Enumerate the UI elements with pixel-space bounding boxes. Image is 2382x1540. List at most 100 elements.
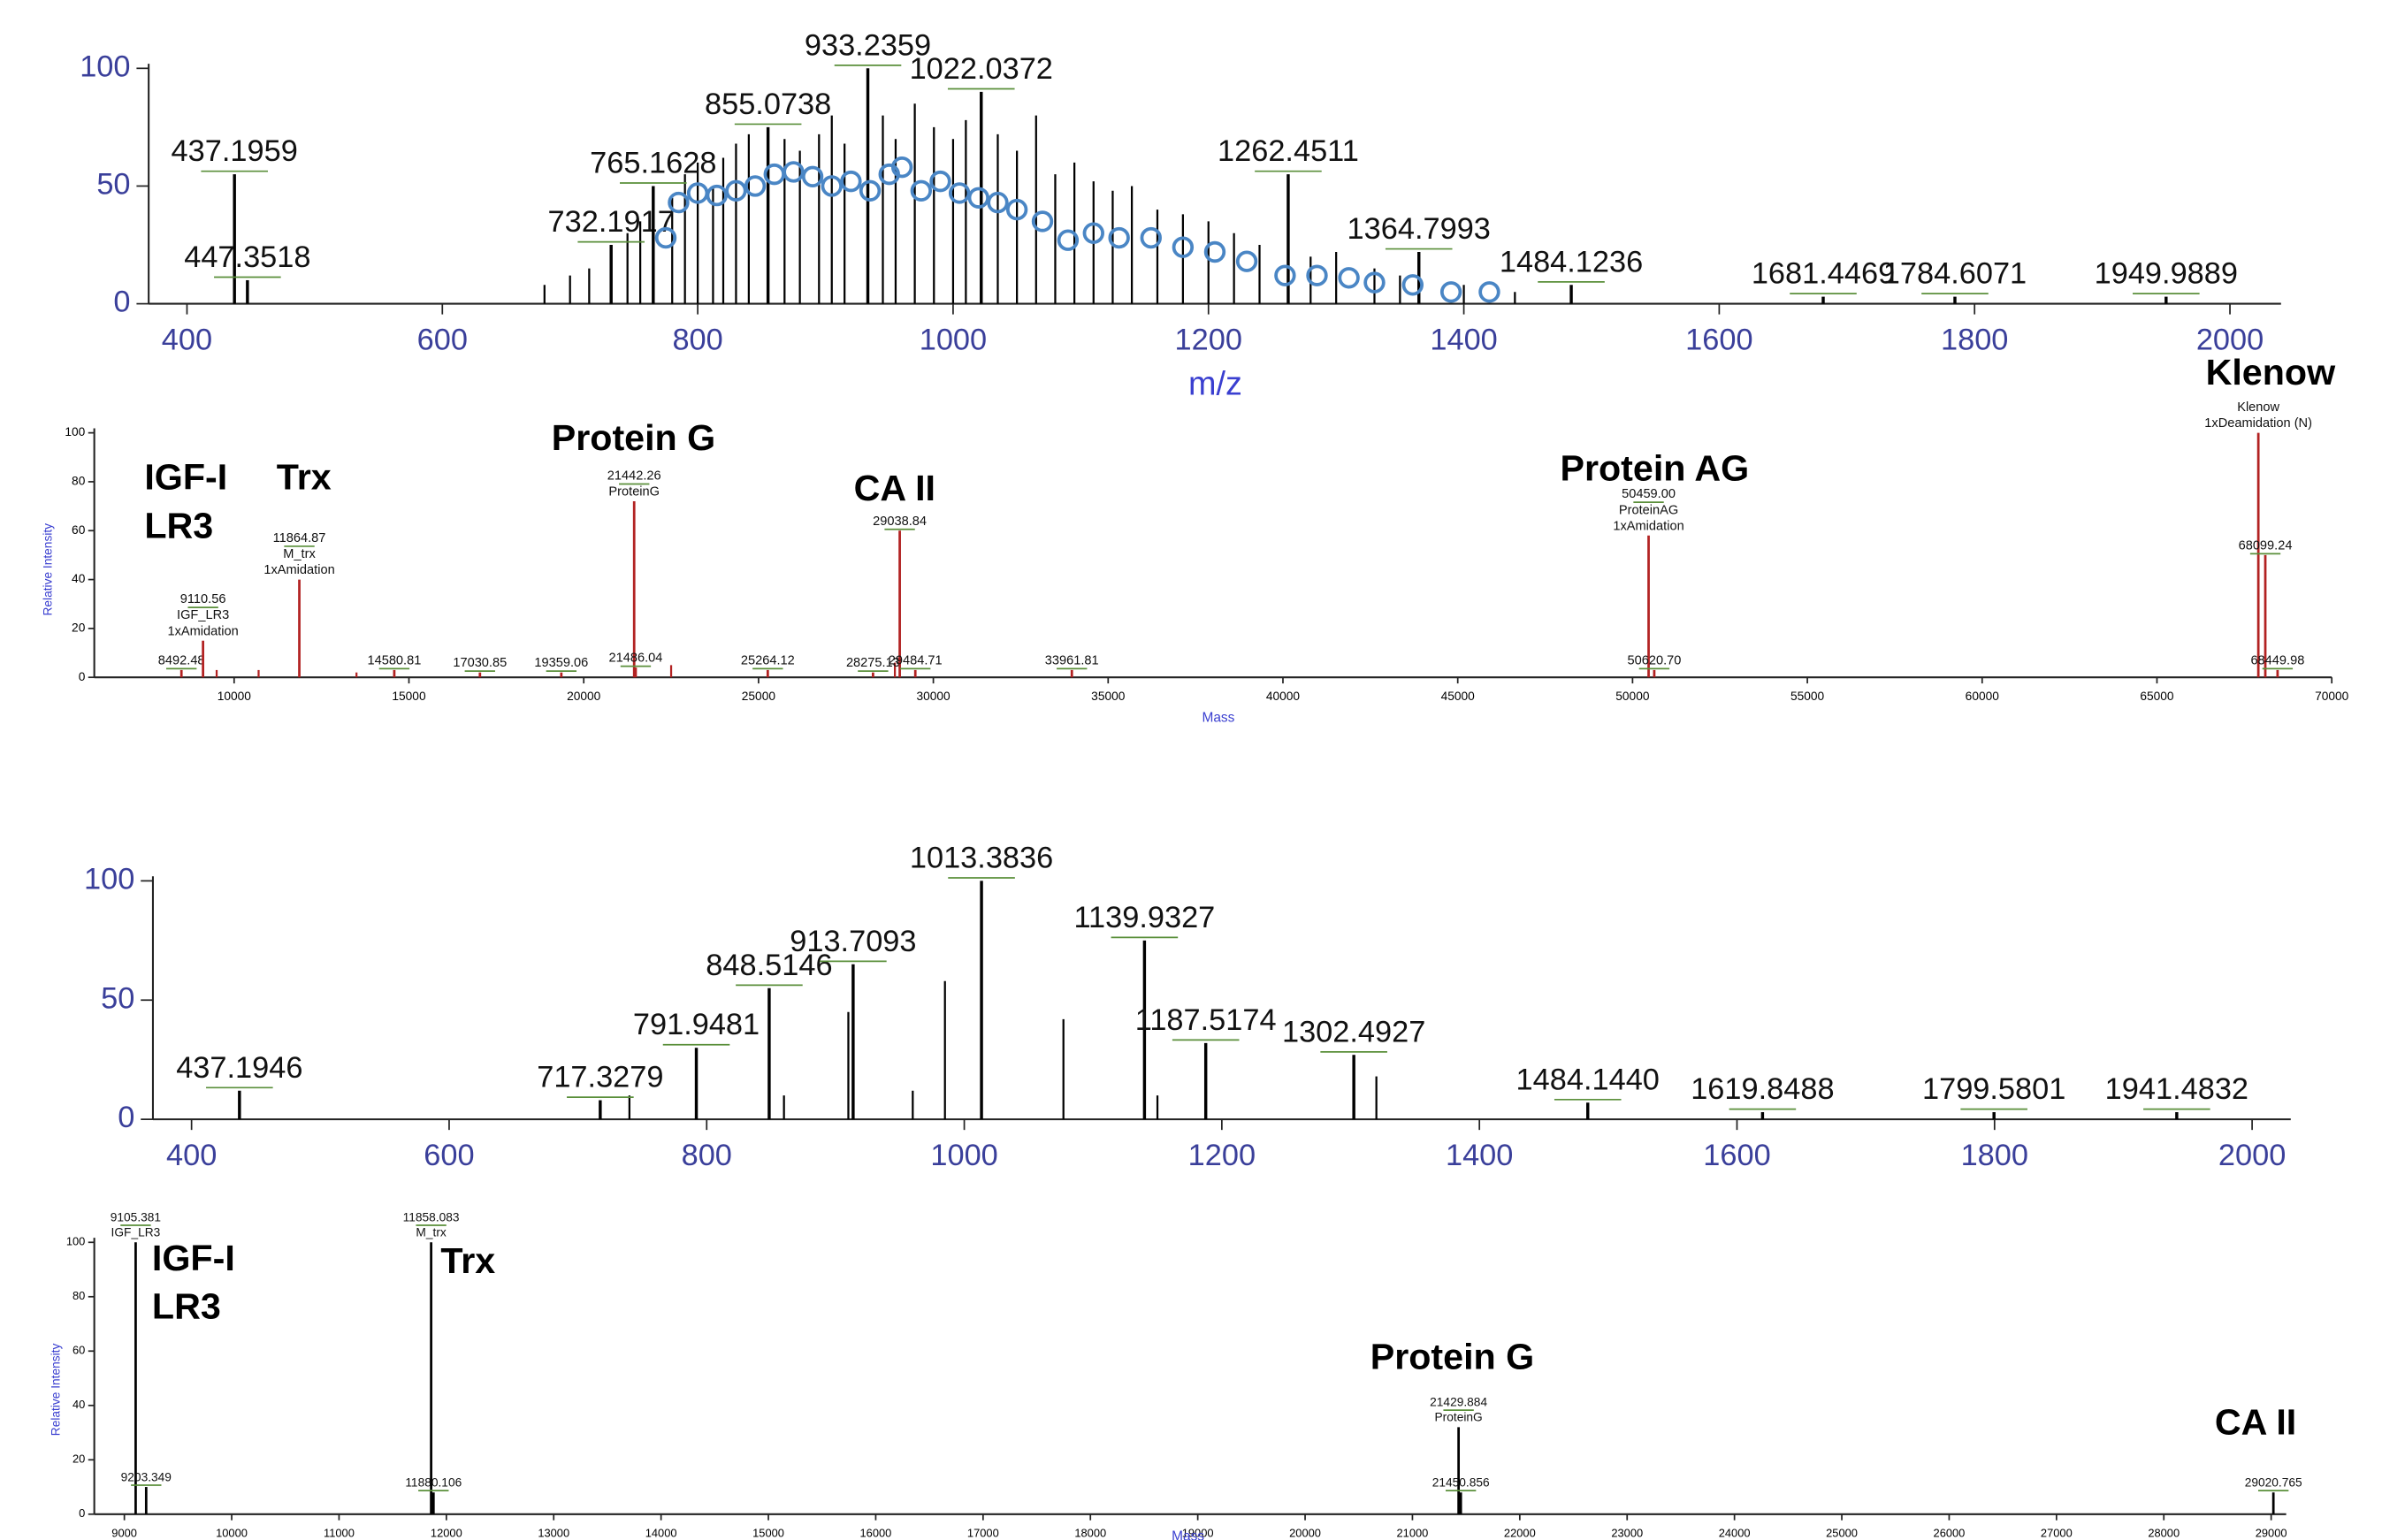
peak-name: Klenow [2237,400,2279,415]
peak-label: 1262.4511 [1218,134,1359,168]
peak-label: 1681.4469 [1752,257,1895,291]
peak-label: 21442.26 [607,469,661,484]
peak-name: ProteinG [608,485,660,499]
envelope-point [1401,274,1424,296]
peak-label: 19359.06 [534,656,588,670]
envelope-point [706,184,728,207]
peak-name: IGF_LR3 [177,608,229,622]
x-tick-label: 28000 [2148,1527,2180,1540]
peak-label: 1139.9327 [1073,901,1215,934]
envelope-point [821,175,843,197]
y-axis-label: Relative Intensity [49,1344,62,1437]
envelope-point [1057,229,1080,251]
annotation: Protein AG [1560,447,1749,488]
peak-label: 29020.765 [2245,1476,2302,1490]
peak-label: 11858.083 [403,1210,460,1224]
x-tick-label: 26000 [1934,1527,1966,1540]
y-tick-label: 20 [73,1452,85,1466]
x-tick-label: 13000 [538,1527,569,1540]
peak-label: 29484.71 [889,653,943,667]
envelope-point [948,182,971,204]
peak-label: 1941.4832 [2105,1072,2248,1106]
x-tick-label: 600 [424,1139,474,1172]
x-tick-label: 2000 [2196,324,2264,357]
envelope-point [987,191,1009,214]
envelope-point [1235,250,1258,272]
peak-name: M_trx [283,547,316,561]
x-tick-label: 70000 [2315,690,2349,703]
envelope-point [859,179,882,202]
annotation: Klenow [2206,352,2336,393]
x-tick-label: 50000 [1615,690,1650,703]
y-tick-label: 100 [80,50,130,83]
envelope-point [1203,240,1226,263]
peak-label: 33961.81 [1045,653,1099,667]
x-tick-label: 35000 [1091,690,1126,703]
x-tick-label: 21000 [1397,1527,1429,1540]
x-tick-label: 1800 [1961,1139,2028,1172]
y-tick-label: 40 [73,1398,85,1411]
y-tick-label: 20 [72,621,86,635]
x-tick-label: 22000 [1504,1527,1536,1540]
peak-label: 21429.884 [1430,1396,1487,1409]
x-tick-label: 15000 [392,690,426,703]
x-axis-label: Mass [1172,1529,1204,1540]
peak-label: 848.5146 [706,949,832,982]
envelope-point [929,170,951,193]
x-tick-label: 29000 [2256,1527,2287,1540]
annotation: Trx [277,457,332,498]
x-tick-label: 16000 [860,1527,892,1540]
annotation: IGF-I [144,457,227,498]
y-tick-label: 50 [101,981,134,1015]
x-tick-label: 2000 [2218,1139,2286,1172]
peak-label: 933.2359 [805,28,931,62]
x-tick-label: 10000 [216,1527,248,1540]
x-tick-label: 9000 [111,1527,137,1540]
envelope-point [840,170,862,193]
x-tick-label: 60000 [1966,690,2000,703]
annotation: LR3 [152,1286,221,1327]
x-tick-label: 27000 [2041,1527,2073,1540]
x-tick-label: 20000 [1289,1527,1321,1540]
peak-label: 1619.8488 [1691,1072,1834,1106]
peak-label: 1013.3836 [910,841,1053,874]
peak-label: 855.0738 [705,88,831,121]
peak-name: ProteinG [1435,1411,1483,1424]
peak-label: 1784.6071 [1883,257,2027,291]
envelope-point [1338,267,1360,289]
y-tick-label: 80 [72,475,86,488]
y-tick-label: 0 [118,1101,134,1134]
x-tick-label: 10000 [218,690,252,703]
peak-name: 1xAmidation [263,563,334,577]
x-tick-label: 40000 [1266,690,1301,703]
annotation: CA II [854,468,935,508]
peak-label: 68449.98 [2250,653,2304,667]
peak-label: 913.7093 [790,925,916,958]
peak-label: 437.1946 [176,1051,302,1085]
x-tick-label: 1000 [930,1139,997,1172]
y-axis-label: Relative Intensity [42,523,55,616]
x-tick-label: 30000 [916,690,951,703]
peak-label: 1484.1440 [1516,1063,1660,1096]
y-tick-label: 40 [72,572,86,585]
envelope-point [1031,210,1054,233]
envelope-point [801,165,824,187]
x-tick-label: 15000 [752,1527,784,1540]
x-tick-label: 45000 [1441,690,1476,703]
annotation: Protein G [552,417,716,458]
peak-name: M_trx [416,1226,446,1239]
peak-label: 50459.00 [1622,487,1676,501]
x-tick-label: 65000 [2140,690,2174,703]
x-tick-label: 12000 [431,1527,462,1540]
envelope-point [1172,236,1195,258]
peak-label: 21450.856 [1432,1476,1490,1490]
peak-label: 1022.0372 [910,52,1053,86]
y-tick-label: 60 [72,523,86,537]
x-tick-label: 25000 [742,690,776,703]
peak-name: ProteinAG [1619,503,1678,517]
x-tick-label: 1400 [1446,1139,1513,1172]
x-axis-label: m/z [1188,365,1242,402]
peak-label: 791.9481 [633,1008,760,1041]
envelope-point [1439,281,1462,303]
y-tick-label: 0 [79,670,86,683]
